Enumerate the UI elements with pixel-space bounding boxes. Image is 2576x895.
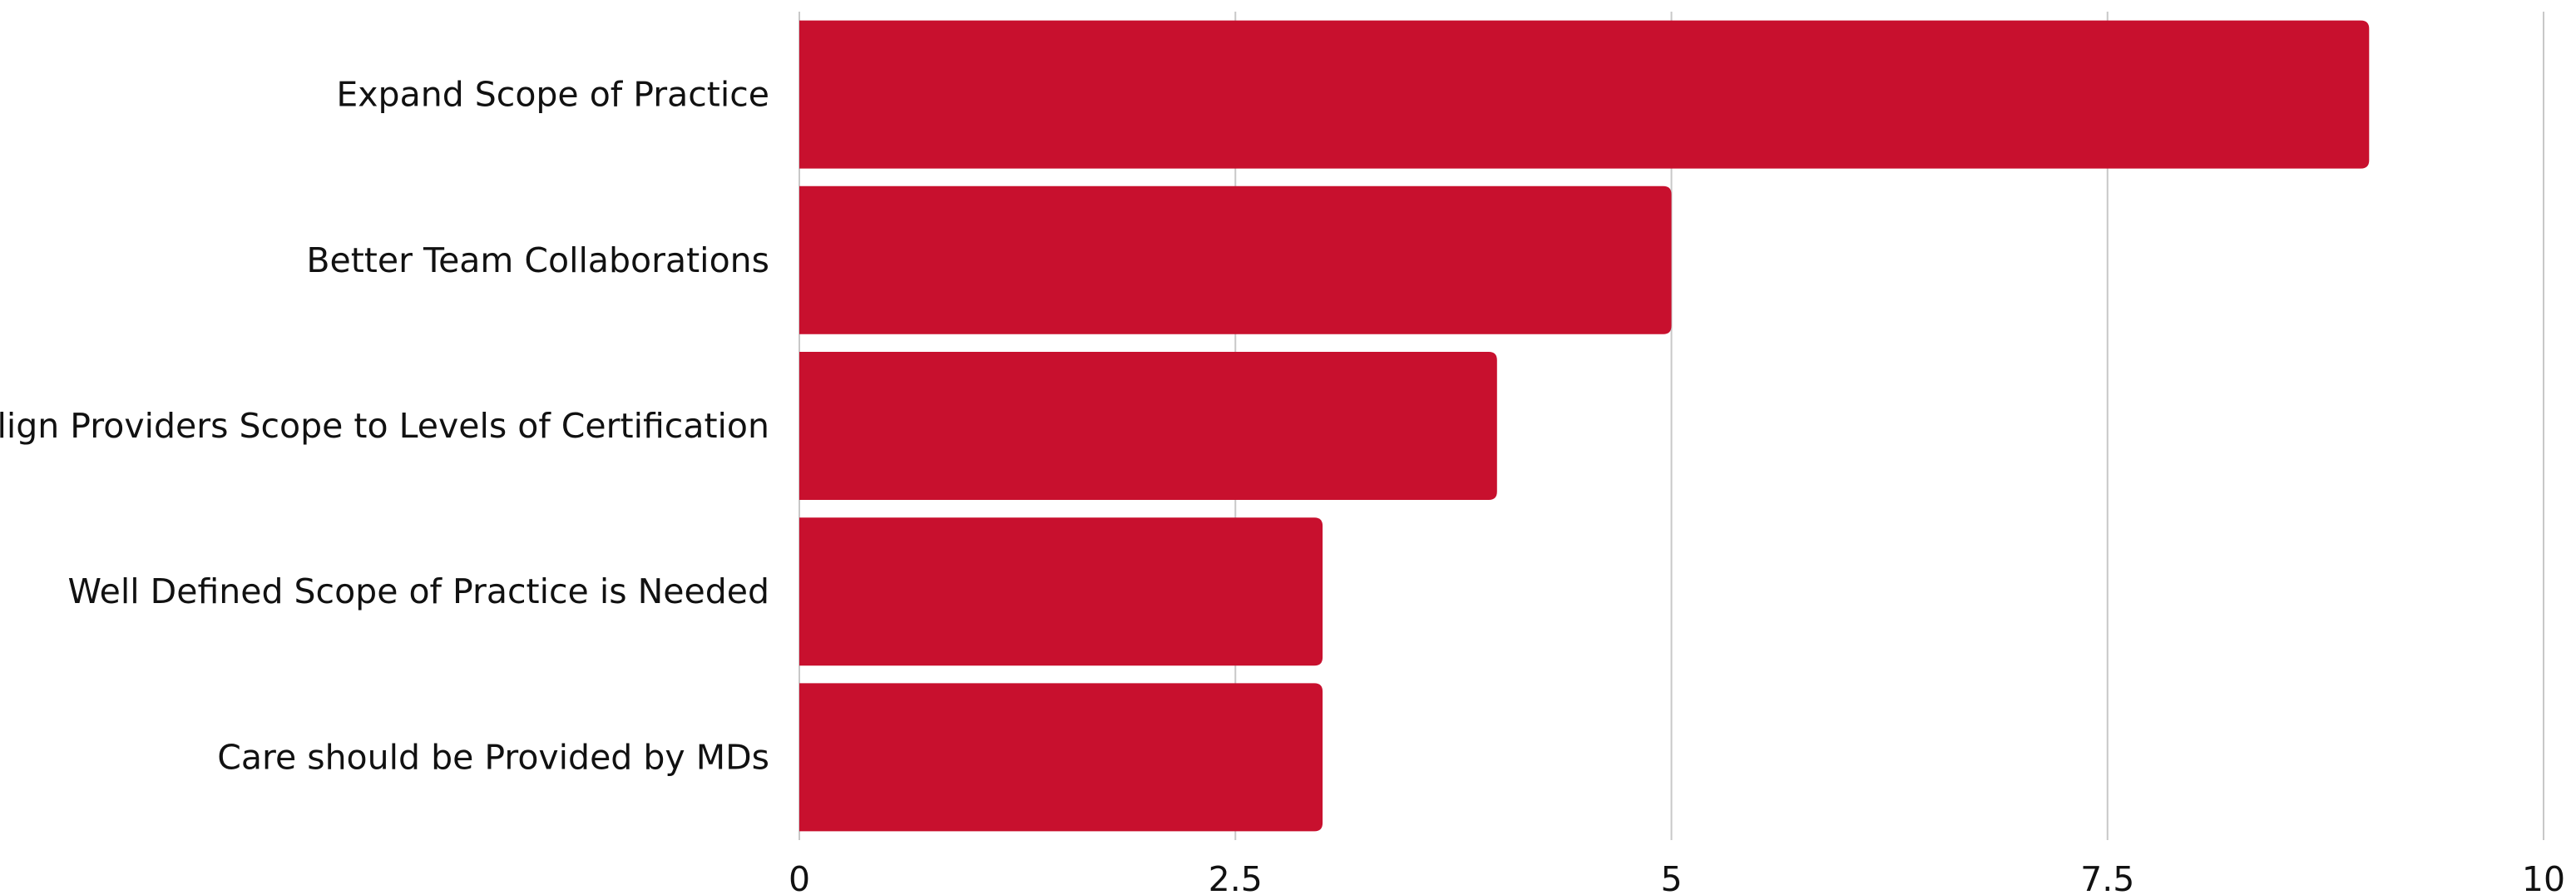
bar (799, 352, 1497, 500)
x-tick-label: 2.5 (1209, 859, 1263, 895)
bar (799, 20, 2370, 169)
x-axis-ticks: 0 2.5 5 7.5 10 (789, 859, 2565, 895)
x-tick-label: 5 (1660, 859, 1682, 895)
bar (799, 517, 1323, 666)
x-tick-label: 0 (789, 859, 810, 895)
category-label: Care should be Provided by MDs (217, 737, 769, 777)
bars (799, 20, 2370, 832)
bar (799, 683, 1323, 832)
category-label: Align Providers Scope to Levels of Certi… (0, 406, 769, 446)
category-labels: Expand Scope of Practice Better Team Coll… (0, 75, 769, 778)
category-label: Expand Scope of Practice (336, 75, 769, 115)
bar (799, 185, 1672, 334)
category-label: Better Team Collaborations (306, 240, 769, 280)
category-label: Well Defined Scope of Practice is Needed (67, 571, 769, 611)
x-tick-label: 7.5 (2080, 859, 2134, 895)
x-tick-label: 10 (2522, 859, 2565, 895)
